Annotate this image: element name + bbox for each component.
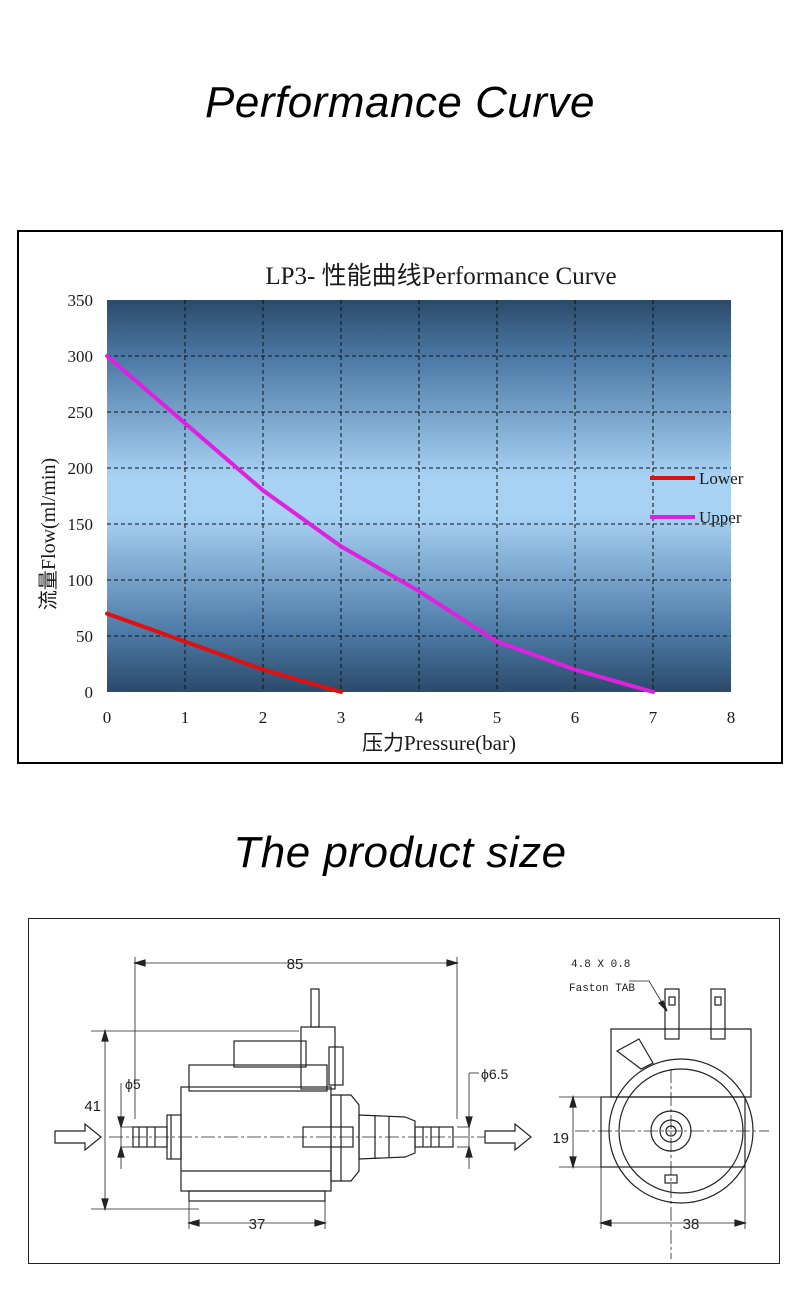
grid-lines — [107, 300, 731, 692]
performance-curve-heading: Performance Curve — [205, 78, 595, 127]
dim-height: 41 — [84, 1098, 101, 1115]
x-tick-label: 2 — [259, 708, 268, 727]
x-tick-label: 3 — [337, 708, 346, 727]
performance-chart: LP3- 性能曲线Performance Curve 0 1 2 3 4 5 6 7 8 0 50… — [17, 230, 783, 764]
product-size-drawing: 85 41 ϕ5 ϕ6.5 37 — [28, 918, 780, 1264]
x-tick-label: 4 — [415, 708, 424, 727]
x-axis-ticks: 0 1 2 3 4 5 6 7 8 — [103, 708, 736, 727]
x-tick-label: 5 — [493, 708, 502, 727]
y-tick-label: 0 — [85, 683, 94, 702]
inlet-arrow-icon — [54, 1122, 102, 1152]
dim-length: 85 — [287, 956, 304, 973]
x-tick-label: 8 — [727, 708, 736, 727]
tab-type-label: Faston TAB — [569, 983, 635, 995]
x-tick-label: 0 — [103, 708, 112, 727]
series-line-upper — [105, 354, 655, 694]
y-tick-label: 200 — [68, 459, 94, 478]
y-tick-label: 250 — [68, 403, 94, 422]
end-view — [559, 980, 769, 1259]
dim-flange-width: 38 — [683, 1216, 700, 1233]
legend-label-lower: Lower — [699, 469, 744, 488]
product-size-heading: The product size — [233, 828, 567, 877]
x-tick-label: 1 — [181, 708, 190, 727]
x-tick-label: 7 — [649, 708, 658, 727]
y-tick-label: 100 — [68, 571, 94, 590]
chart-title: LP3- 性能曲线Performance Curve — [265, 262, 616, 290]
series-line-lower — [105, 611, 343, 694]
outlet-arrow-icon — [484, 1122, 532, 1152]
y-axis-ticks: 0 50 100 150 200 250 300 350 — [68, 291, 94, 702]
y-tick-label: 50 — [76, 627, 93, 646]
x-axis-label: 压力Pressure(bar) — [362, 731, 516, 755]
y-axis-label: 流量Flow(ml/min) — [37, 458, 60, 610]
dim-outlet-diameter: ϕ6.5 — [481, 1066, 509, 1082]
dim-body-length: 37 — [249, 1216, 266, 1233]
side-view — [54, 957, 532, 1229]
legend: Lower Upper — [650, 469, 744, 527]
y-tick-label: 300 — [68, 347, 94, 366]
dim-inlet-diameter: ϕ5 — [125, 1076, 141, 1092]
legend-label-upper: Upper — [699, 508, 742, 527]
tab-size-label: 4.8 X 0.8 — [571, 959, 630, 971]
dim-flange-height: 19 — [552, 1130, 569, 1147]
y-tick-label: 150 — [68, 515, 94, 534]
series-layer — [105, 354, 655, 694]
x-tick-label: 6 — [571, 708, 580, 727]
y-tick-label: 350 — [68, 291, 94, 310]
